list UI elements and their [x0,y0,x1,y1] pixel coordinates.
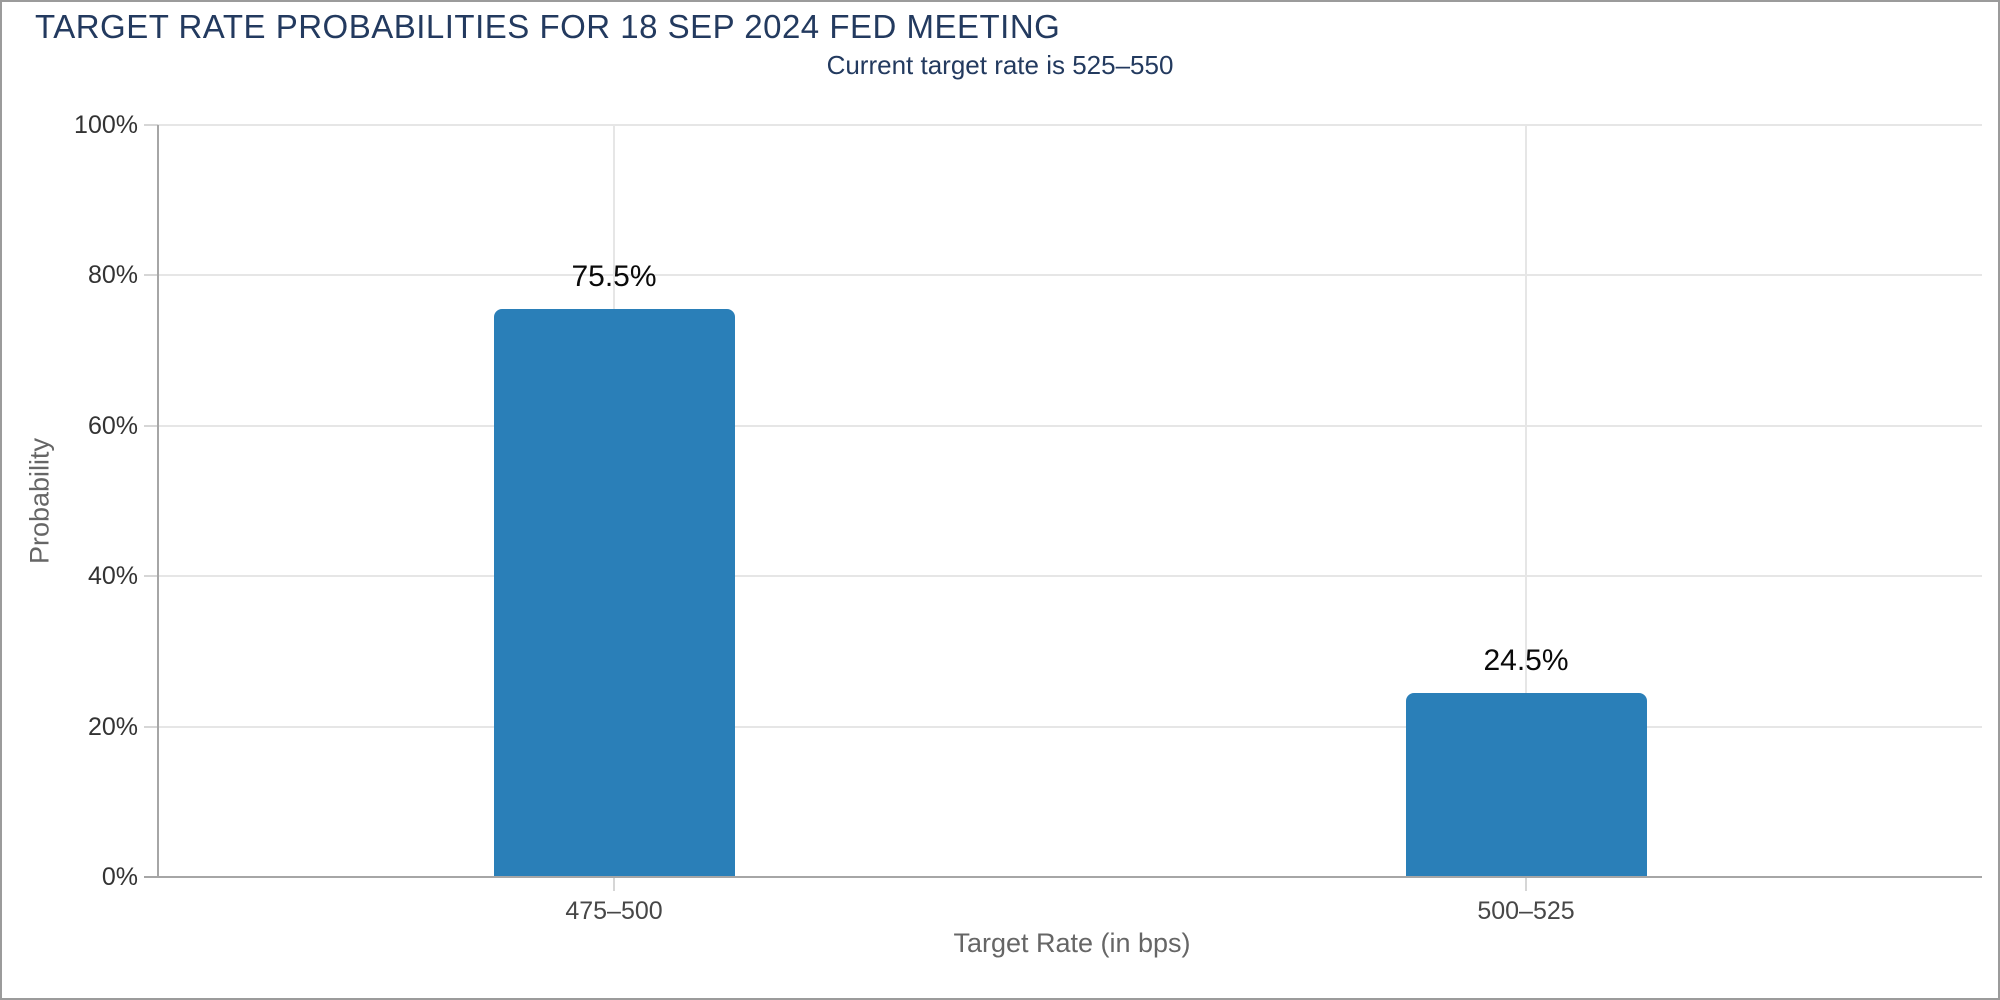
bar-475–500[interactable] [493,309,735,877]
y-axis-tick-80 [144,274,158,277]
x-category-label-500–525: 500–525 [1477,897,1575,925]
bar-value-label-475–500: 75.5% [571,260,657,294]
h-gridline-60 [158,424,1982,427]
y-tick-label-80: 80% [87,261,138,290]
y-axis-title: Probability [24,437,55,565]
h-gridline-40 [158,575,1982,578]
h-gridline-80 [158,274,1982,277]
chart-title: TARGET RATE PROBABILITIES FOR 18 SEP 202… [35,8,1061,45]
x-axis-tick-475–500 [613,877,615,891]
y-axis-tick-60 [144,424,158,427]
y-axis-tick-40 [144,575,158,578]
y-tick-label-100: 100% [74,111,138,139]
y-axis-tick-20 [144,725,158,728]
y-axis-line [157,125,159,877]
x-axis-line [144,876,1982,878]
x-axis-tick-500–525 [1525,877,1527,891]
h-gridline-100 [158,124,1982,126]
y-tick-label-60: 60% [87,411,138,440]
h-gridline-20 [158,725,1982,728]
y-tick-label-0: 0% [101,863,138,891]
y-tick-label-40: 40% [87,562,138,591]
chart-subtitle: Current target rate is 525–550 [826,50,1174,80]
y-tick-label-20: 20% [87,712,138,741]
bar-500–525[interactable] [1405,692,1647,877]
v-gridline-2 [1525,125,1527,877]
x-axis-title: Target Rate (in bps) [953,928,1191,958]
y-axis-tick-100 [144,124,158,126]
x-category-label-475–500: 475–500 [565,897,663,925]
bar-value-label-500–525: 24.5% [1483,643,1569,677]
